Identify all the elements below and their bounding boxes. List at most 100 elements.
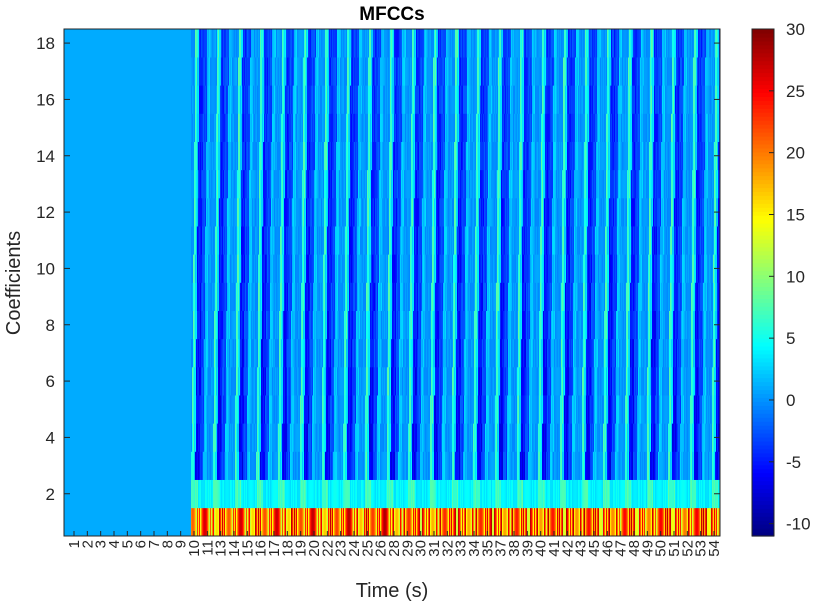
heatmap-cell xyxy=(219,169,221,199)
heatmap-cell xyxy=(369,85,371,114)
heatmap-cell xyxy=(277,367,279,396)
heatmap-cell xyxy=(276,367,278,396)
heatmap-cell xyxy=(424,395,426,424)
heatmap-cell xyxy=(406,338,408,368)
heatmap-cell xyxy=(324,57,326,86)
heatmap-cell xyxy=(272,85,274,114)
heatmap-cell xyxy=(435,254,437,283)
heatmap-cell xyxy=(213,507,215,537)
heatmap-cell xyxy=(406,254,408,283)
heatmap-cell xyxy=(285,169,287,199)
heatmap-cell xyxy=(458,451,460,480)
heatmap-cell xyxy=(417,367,419,396)
heatmap-cell xyxy=(332,141,334,171)
heatmap-cell xyxy=(215,395,217,424)
heatmap-cell xyxy=(238,113,240,142)
heatmap-cell xyxy=(354,85,356,114)
heatmap-cell xyxy=(462,85,464,114)
heatmap-cell xyxy=(264,57,266,86)
heatmap-cell xyxy=(260,282,262,311)
heatmap-cell xyxy=(394,451,396,480)
heatmap-cell xyxy=(360,507,362,537)
heatmap-cell xyxy=(322,507,324,537)
heatmap-cell xyxy=(414,113,416,142)
heatmap-cell xyxy=(395,338,397,368)
heatmap-cell xyxy=(252,226,254,255)
heatmap-cell xyxy=(452,338,454,368)
heatmap-cell xyxy=(440,282,442,311)
heatmap-cell xyxy=(400,479,402,509)
heatmap-cell xyxy=(392,367,394,396)
heatmap-cell xyxy=(386,310,388,340)
heatmap-cell xyxy=(227,254,229,283)
heatmap-cell xyxy=(405,29,407,58)
heatmap-cell xyxy=(425,113,427,142)
heatmap-cell xyxy=(276,113,278,142)
heatmap-cell xyxy=(219,310,221,340)
heatmap-cell xyxy=(347,310,349,340)
heatmap-cell xyxy=(279,57,281,86)
heatmap-cell xyxy=(421,507,423,537)
heatmap-cell xyxy=(290,57,292,86)
heatmap-cell xyxy=(412,85,414,114)
heatmap-cell xyxy=(340,254,342,283)
heatmap-cell xyxy=(257,29,259,58)
heatmap-cell xyxy=(271,169,273,199)
heatmap-cell xyxy=(269,254,271,283)
heatmap-cell xyxy=(426,57,428,86)
heatmap-cell xyxy=(406,226,408,255)
heatmap-cell xyxy=(273,198,275,227)
heatmap-cell xyxy=(387,282,389,311)
heatmap-cell xyxy=(205,141,207,171)
heatmap-cell xyxy=(220,310,222,340)
heatmap-cell xyxy=(286,395,288,424)
heatmap-cell xyxy=(320,507,322,537)
heatmap-cell xyxy=(264,423,266,452)
heatmap-cell xyxy=(254,113,256,142)
heatmap-cell xyxy=(402,254,404,283)
heatmap-cell xyxy=(317,338,319,368)
heatmap-cell xyxy=(193,338,195,368)
heatmap-cell xyxy=(405,254,407,283)
heatmap-cell xyxy=(317,85,319,114)
heatmap-cell xyxy=(312,479,314,509)
heatmap-cell xyxy=(464,113,466,142)
heatmap-cell xyxy=(310,141,312,171)
heatmap-cell xyxy=(191,141,193,171)
heatmap-cell xyxy=(360,141,362,171)
heatmap-cell xyxy=(311,254,313,283)
heatmap-cell xyxy=(341,451,343,480)
heatmap-cell xyxy=(452,451,454,480)
heatmap-cell xyxy=(427,29,429,58)
heatmap-cell xyxy=(388,29,390,58)
heatmap-cell xyxy=(315,423,317,452)
heatmap-cell xyxy=(396,451,398,480)
heatmap-cell xyxy=(204,141,206,171)
heatmap-cell xyxy=(246,85,248,114)
heatmap-cell xyxy=(223,85,225,114)
heatmap-cell xyxy=(419,423,421,452)
heatmap-cell xyxy=(319,29,321,58)
heatmap-cell xyxy=(200,198,202,227)
heatmap-cell xyxy=(342,226,344,255)
heatmap-cell xyxy=(361,479,363,509)
heatmap-cell xyxy=(375,367,377,396)
heatmap-cell xyxy=(249,282,251,311)
heatmap-cell xyxy=(351,254,353,283)
heatmap-cell xyxy=(382,85,384,114)
heatmap-cell xyxy=(430,226,432,255)
heatmap-cell xyxy=(242,198,244,227)
heatmap-cell xyxy=(328,367,330,396)
heatmap-cell xyxy=(206,338,208,368)
heatmap-cell xyxy=(340,479,342,509)
heatmap-cell xyxy=(243,395,245,424)
heatmap-cell xyxy=(447,310,449,340)
heatmap-cell xyxy=(224,479,226,509)
heatmap-cell xyxy=(449,395,451,424)
heatmap-cell xyxy=(446,29,448,58)
heatmap-cell xyxy=(468,395,470,424)
heatmap-cell xyxy=(352,282,354,311)
heatmap-cell xyxy=(350,395,352,424)
heatmap-cell xyxy=(400,198,402,227)
heatmap-cell xyxy=(288,282,290,311)
